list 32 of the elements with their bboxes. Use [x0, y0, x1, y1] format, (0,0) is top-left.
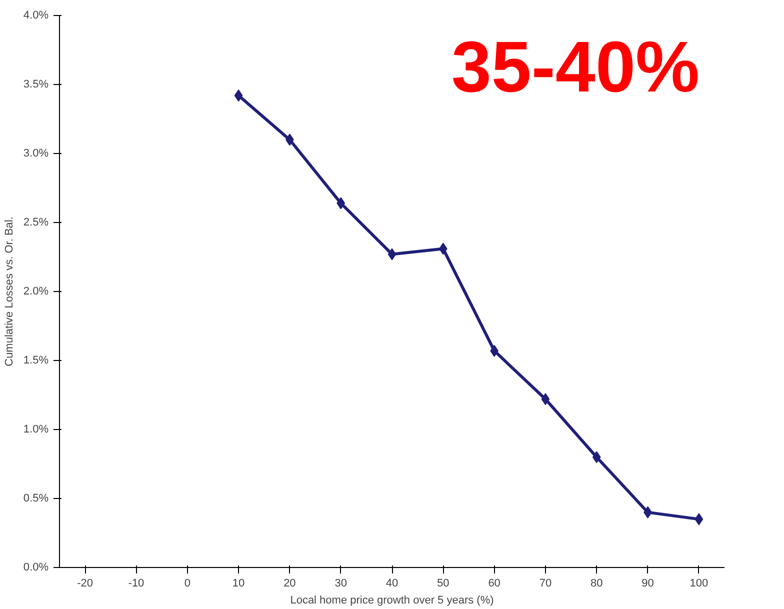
- y-tick-label: 3.0%: [23, 148, 49, 160]
- x-tick-label: 70: [539, 578, 552, 590]
- x-tick-label: 40: [386, 578, 398, 590]
- y-tick-label: 3.5%: [23, 78, 49, 90]
- y-tick-label: 4.0%: [23, 10, 49, 22]
- annotation: 35-40%: [451, 28, 700, 108]
- y-tick-label: 2.0%: [23, 286, 49, 298]
- point: [336, 197, 346, 210]
- point: [388, 248, 396, 260]
- x-tick-label: 60: [488, 578, 500, 590]
- y-tick-label: 0.5%: [23, 492, 49, 504]
- x-tick-label: -20: [77, 578, 94, 590]
- x-tick-label: 90: [642, 578, 654, 590]
- x-tick-label: 20: [284, 578, 296, 590]
- y-axis-title: Cumulative Losses vs. Or. Bal.: [3, 216, 16, 366]
- point: [438, 242, 448, 255]
- point: [592, 451, 601, 464]
- x-tick-label: 80: [590, 578, 603, 590]
- x-tick-label: 100: [690, 578, 708, 590]
- y-tick-label: 1.0%: [23, 424, 49, 436]
- y-tick-label: 1.5%: [23, 354, 49, 366]
- x-tick-label: -10: [128, 578, 144, 590]
- y-tick-label: 0.0%: [23, 562, 49, 574]
- point: [541, 393, 550, 406]
- point: [694, 513, 704, 526]
- x-tick-label: 10: [232, 578, 245, 590]
- y-tick-label: 2.5%: [23, 216, 49, 228]
- x-tick-label: 0: [184, 578, 190, 590]
- point: [234, 90, 243, 102]
- x-tick-label: 30: [334, 578, 347, 590]
- x-axis-title: Local home price growth over 5 years (%): [290, 594, 494, 606]
- x-tick-label: 50: [437, 578, 450, 590]
